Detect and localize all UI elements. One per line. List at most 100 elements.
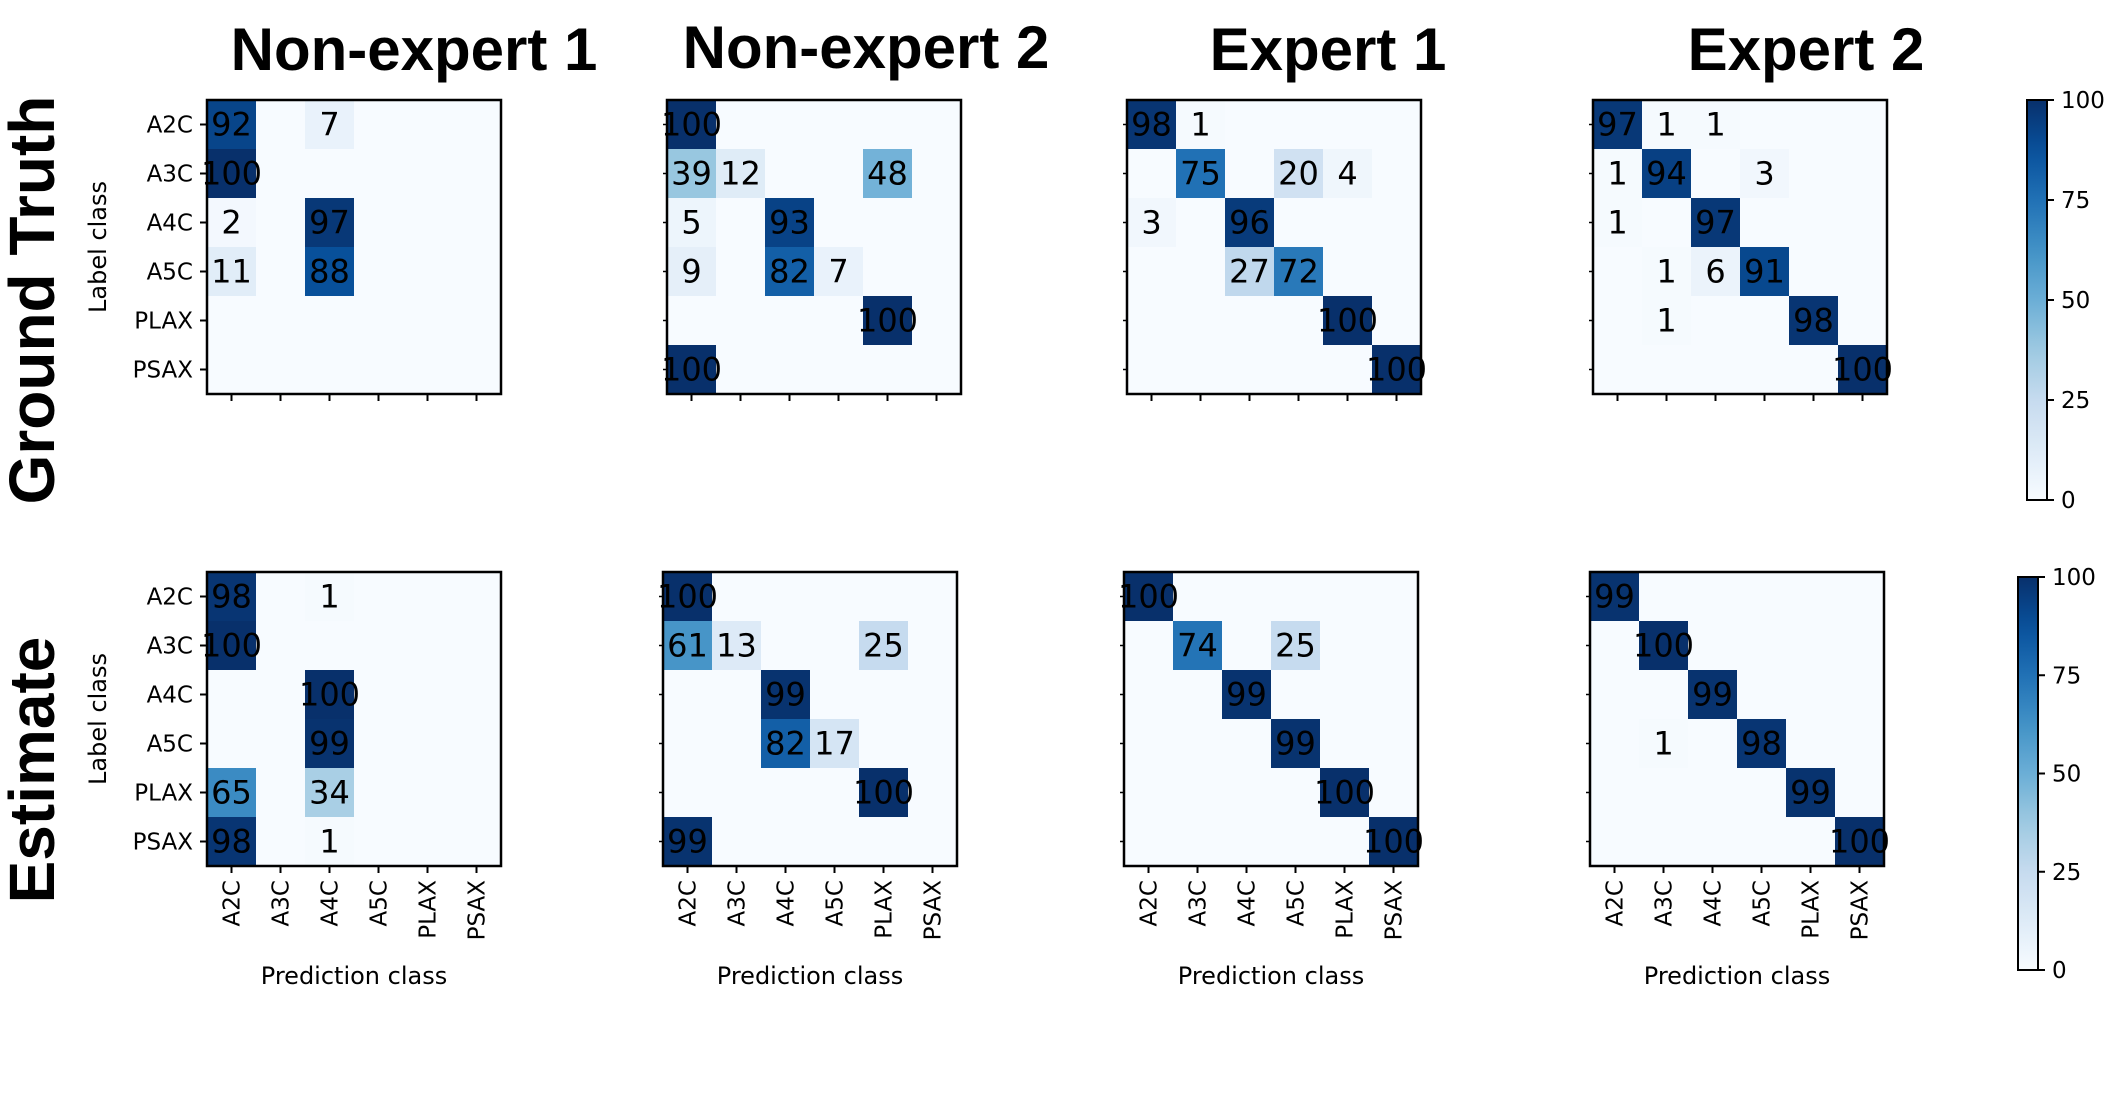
cell-value-label: 1 [1190,106,1210,144]
cell-value-label: 3 [1141,204,1161,242]
cell-value-label: 1 [319,823,339,861]
x-tick-label: PSAX [465,880,491,941]
heatmap-cell [305,198,354,247]
x-tick-label: A2C [220,880,246,926]
heatmap-cell [1691,100,1740,149]
cell-value-label: 100 [1829,823,1890,861]
heatmap-cell [1593,198,1642,247]
cell-value-label: 100 [661,106,722,144]
heatmap-cell [207,572,256,621]
heatmap-cell [207,621,256,670]
heatmap-cell [1323,296,1372,345]
cell-value-label: 100 [299,676,360,714]
cell-value-label: 98 [1793,302,1834,340]
colorbar-tick-label: 100 [2052,565,2096,591]
colorbar-tick-label: 100 [2061,88,2105,114]
heatmap-frame [205,570,503,868]
heatmap-cell [1838,345,1887,394]
heatmap-cell [305,100,354,149]
y-tick-label: A3C [147,162,193,188]
heatmap-cell [667,345,716,394]
x-tick-label: A5C [1750,880,1776,926]
x-tick-label: A2C [1603,880,1629,926]
heatmap-cell [1740,149,1789,198]
cell-value-label: 97 [1695,204,1736,242]
x-axis-label: Prediction class [261,962,447,990]
cell-value-label: 11 [211,253,252,291]
cell-value-label: 17 [814,725,855,763]
cell-value-label: 100 [857,302,918,340]
heatmap-cell [814,247,863,296]
x-tick-label: A2C [676,880,702,926]
heatmap-cell [810,719,859,768]
cell-value-label: 72 [1278,253,1319,291]
heatmap-cell [207,817,256,866]
y-tick-label: A4C [147,683,193,709]
column-titles: Non-expert 1 Non-expert 2 Expert 1 Exper… [231,14,1925,83]
y-tick-label: A2C [147,585,193,611]
cell-value-label: 34 [309,774,350,812]
cell-value-label: 92 [211,106,252,144]
heatmap-cell [863,149,912,198]
col-title-expert-1: Expert 1 [1210,16,1447,83]
heatmap-cell [667,100,716,149]
row-title-ground-truth: Ground Truth [0,96,68,505]
y-axis-label: Label class [84,181,112,313]
cell-value-label: 94 [1646,155,1687,193]
heatmap-cell [761,670,810,719]
cell-value-label: 100 [1314,774,1375,812]
heatmap-estimate-non-expert-1: 98 1 100 100 99 65 34 98 1 A2C A3C A4C A5C PLAX PSAX La… [84,570,503,990]
cell-value-label: 100 [661,351,722,389]
cell-value-label: 99 [1226,676,1267,714]
heatmap-cell [765,247,814,296]
heatmap-cell [716,149,765,198]
heatmap-cell [1274,149,1323,198]
x-tick-label: A5C [823,880,849,926]
cell-value-label: 1 [1656,106,1676,144]
cell-value-label: 99 [309,725,350,763]
x-tick-label: A4C [774,880,800,926]
cell-value-label: 1 [1656,253,1676,291]
heatmap-cell [305,719,354,768]
x-axis-label: Prediction class [1178,962,1364,990]
heatmap-cell [1786,768,1835,817]
cell-value-label: 25 [1275,627,1316,665]
cell-value-label: 100 [1366,351,1427,389]
heatmap-cell [1688,670,1737,719]
x-tick-label: A2C [1137,880,1163,926]
colorbar-tick-label: 0 [2052,958,2067,984]
cell-value-label: 1 [1607,155,1627,193]
cell-value-label: 100 [1832,351,1893,389]
heatmap-cell [667,247,716,296]
x-axis-label: Prediction class [1644,962,1830,990]
heatmap-cell [663,621,712,670]
heatmap-cell [305,247,354,296]
colorbar-tick-label: 75 [2061,188,2090,214]
heatmap-cell [1593,100,1642,149]
y-axis-label: Label class [84,653,112,785]
heatmap-frame [1125,98,1423,396]
cell-value-label: 1 [319,578,339,616]
heatmap-cell [663,817,712,866]
cell-value-label: 100 [1633,627,1694,665]
heatmap-cell [305,817,354,866]
cell-value-label: 99 [1692,676,1733,714]
heatmap-cell [1225,247,1274,296]
col-title-expert-2: Expert 2 [1688,16,1925,83]
cell-value-label: 82 [769,253,810,291]
heatmap-cell [1372,345,1421,394]
heatmap-cell [765,198,814,247]
heatmap-cell [207,100,256,149]
heatmap-frame [661,570,959,868]
y-tick-label: A3C [147,634,193,660]
cell-value-label: 25 [863,627,904,665]
cell-value-label: 12 [720,155,761,193]
cell-value-label: 100 [1363,823,1424,861]
heatmap-cell [1642,100,1691,149]
cell-value-label: 96 [1229,204,1270,242]
heatmap-frame [665,98,963,396]
colorbar-gradient [2018,577,2038,970]
